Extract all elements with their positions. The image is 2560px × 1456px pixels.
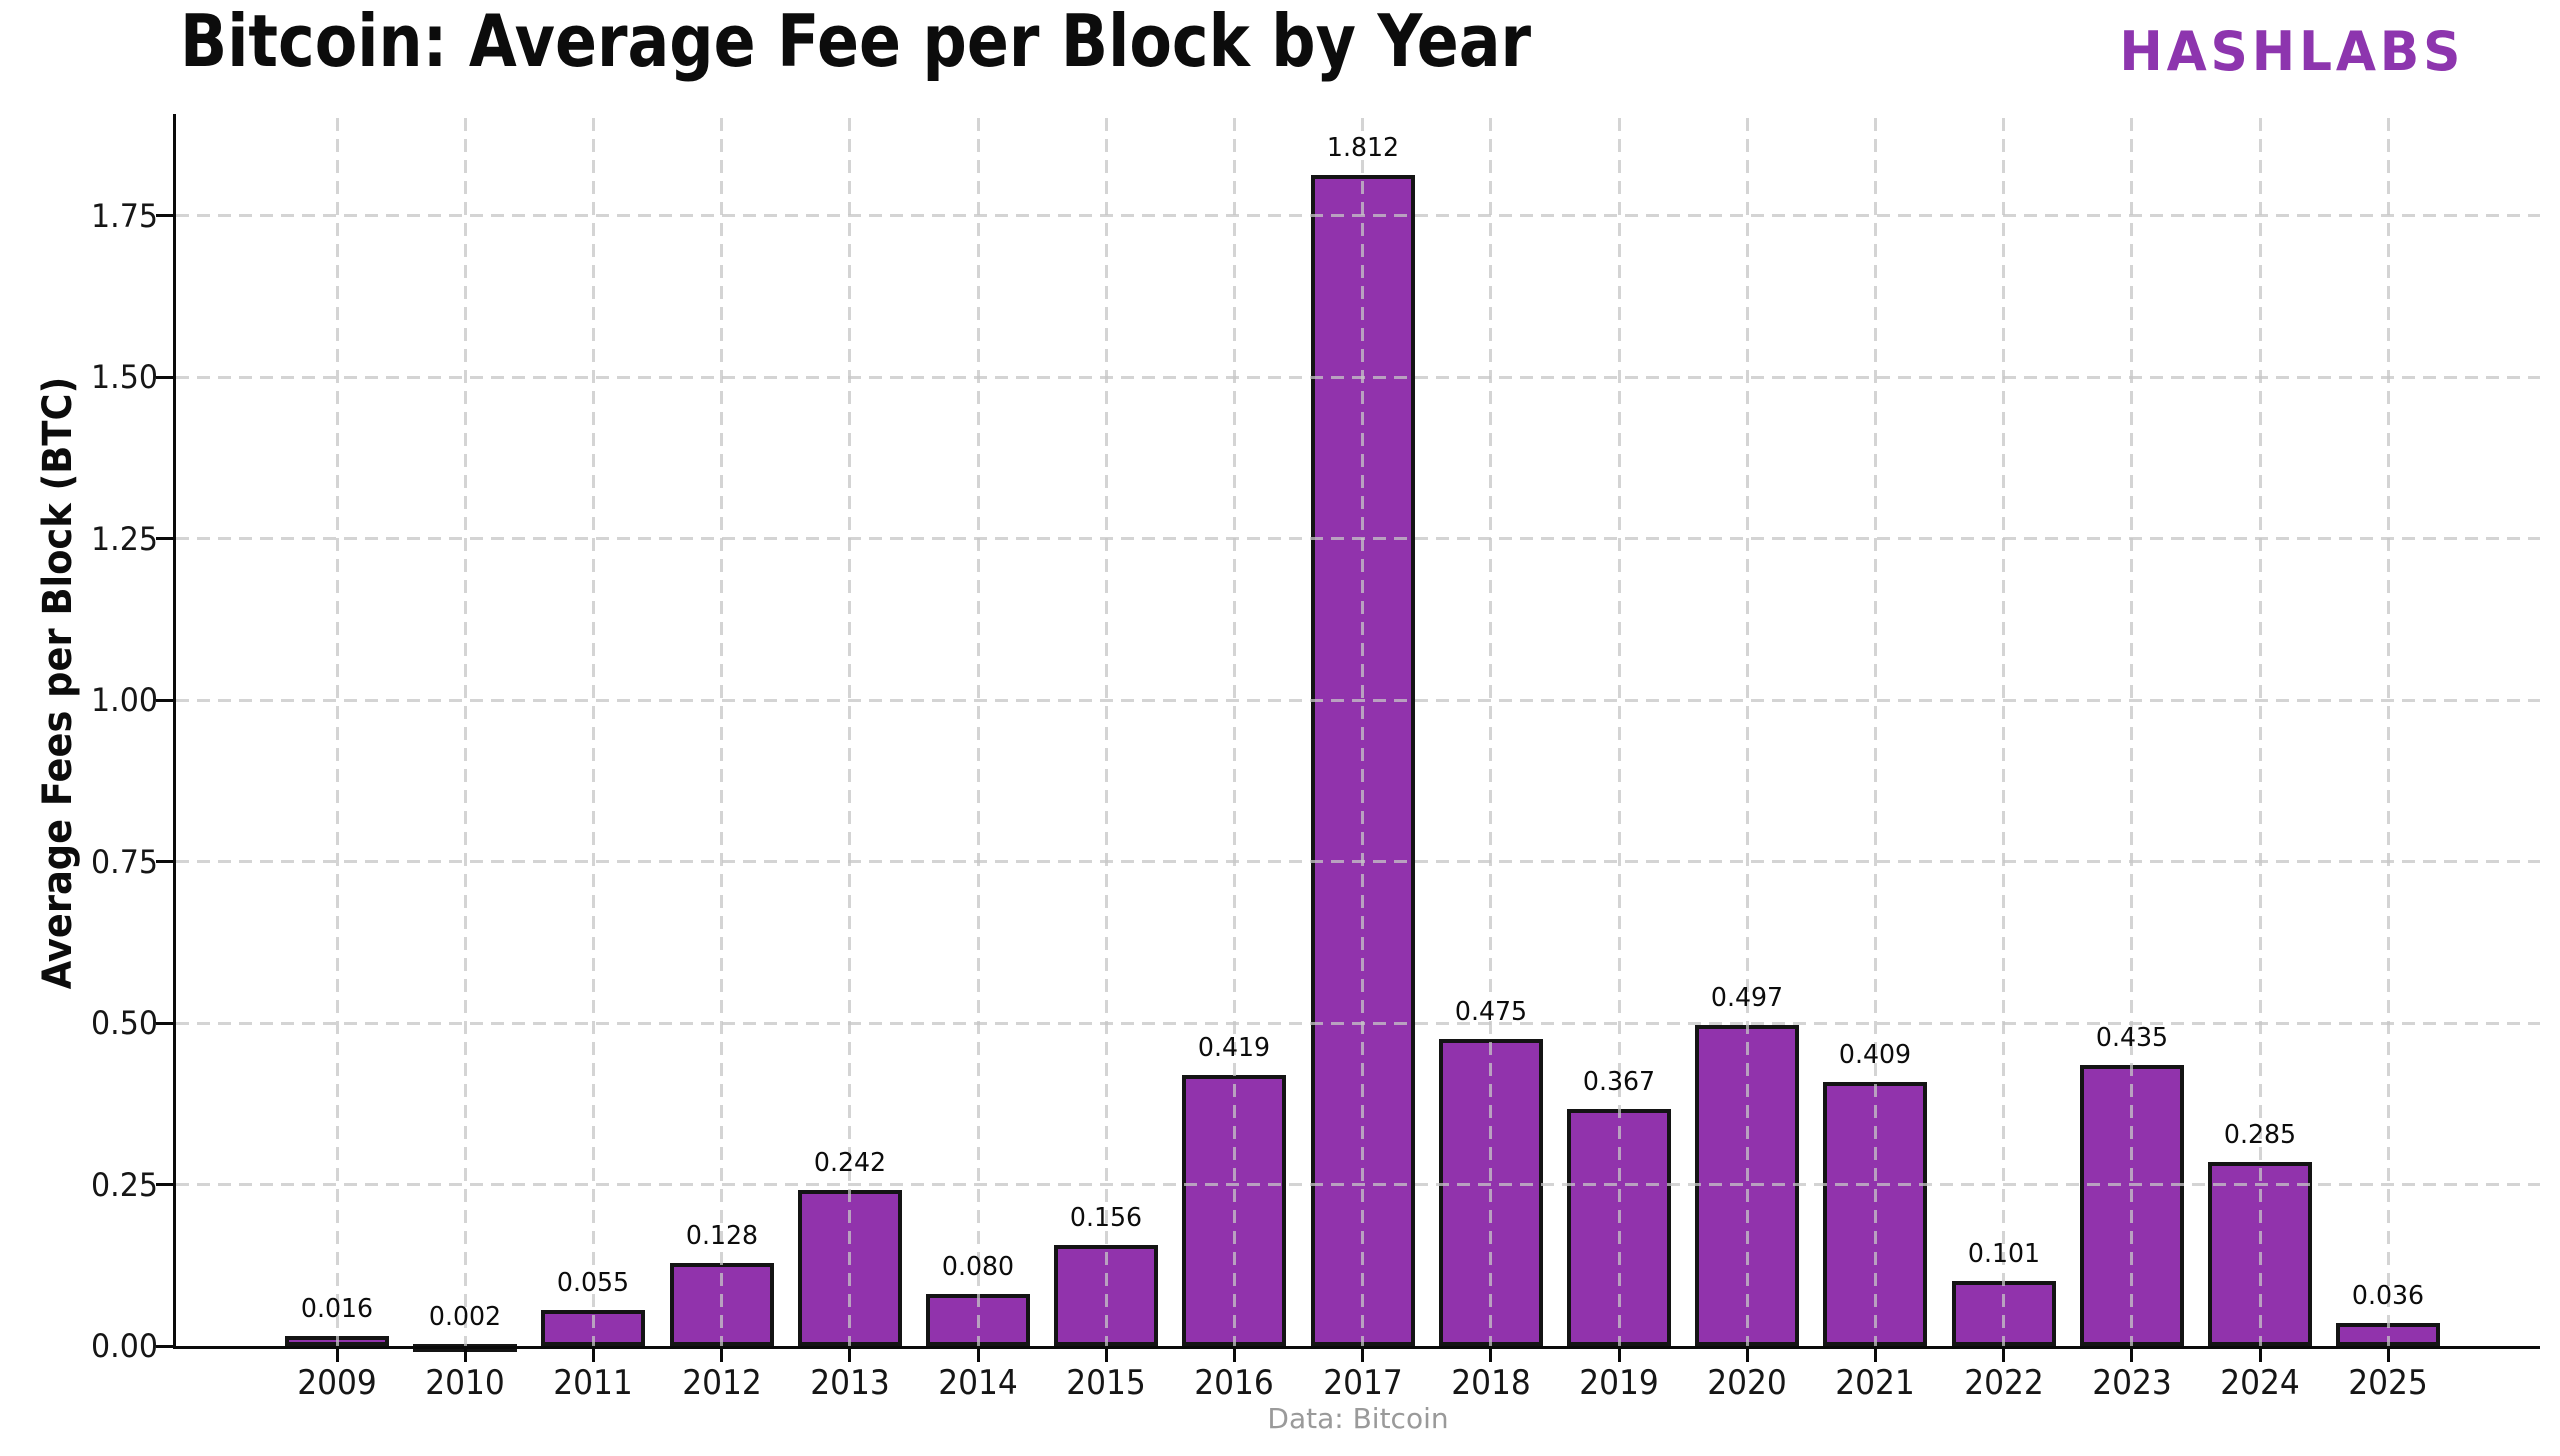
x-tick (463, 1346, 467, 1362)
gridline-v (2386, 118, 2390, 1346)
x-tick (1617, 1346, 1621, 1362)
x-tick (976, 1346, 980, 1362)
x-tick-label: 2011 (553, 1363, 634, 1403)
x-tick (1104, 1346, 1108, 1362)
bar-value-label: 0.285 (2223, 1119, 2297, 1150)
bar-value-label: 0.002 (429, 1302, 502, 1332)
gridline-h (176, 537, 2540, 540)
x-tick (591, 1346, 595, 1362)
x-tick-label: 2025 (2348, 1363, 2428, 1403)
gridline-v (335, 118, 339, 1346)
bar-value-label: 0.409 (1839, 1039, 1912, 1070)
gridline-h (176, 375, 2540, 379)
gridline-v (1232, 118, 1236, 1346)
x-tick-label: 2012 (681, 1363, 762, 1403)
y-tick-label: 1.00 (91, 681, 158, 719)
x-tick-label: 2020 (1707, 1363, 1787, 1403)
x-tick-label: 2023 (2091, 1363, 2172, 1403)
footer-source: Data: Bitcoin (1267, 1402, 1449, 1435)
x-tick-label: 2016 (1194, 1363, 1275, 1403)
y-tick-label: 1.25 (91, 519, 158, 558)
y-tick-label: 0.75 (91, 842, 158, 881)
gridline-h (176, 1021, 2540, 1025)
gridline-h (176, 1183, 2540, 1186)
x-tick (1873, 1346, 1877, 1362)
x-tick-label: 2024 (2220, 1363, 2300, 1403)
y-tick (156, 537, 176, 540)
y-tick (156, 1344, 176, 1348)
x-tick-label: 2013 (809, 1363, 890, 1403)
gridline-h (176, 214, 2540, 217)
x-tick-label: 2014 (938, 1363, 1018, 1403)
gridline-v (1361, 118, 1365, 1346)
x-tick (335, 1346, 339, 1362)
y-tick (156, 698, 176, 702)
bar-value-label: 0.367 (1582, 1066, 1656, 1097)
bar-value-label: 0.036 (2352, 1280, 2425, 1311)
x-tick (2002, 1346, 2006, 1362)
bar-value-label: 0.156 (1070, 1203, 1143, 1234)
x-tick (2386, 1346, 2390, 1362)
x-axis-line (173, 1345, 2540, 1349)
x-tick-label: 2021 (1835, 1363, 1916, 1403)
bar-value-label: 0.016 (300, 1293, 374, 1324)
gridline-v (2258, 118, 2262, 1346)
bar-value-label: 0.497 (1711, 982, 1784, 1013)
y-tick-label: 0.25 (91, 1165, 158, 1204)
x-tick (2130, 1346, 2134, 1362)
bar-value-label: 0.128 (685, 1221, 758, 1252)
x-tick (848, 1346, 852, 1362)
gridline-v (2002, 118, 2006, 1346)
x-tick-label: 2009 (297, 1363, 377, 1403)
gridline-v (1104, 118, 1108, 1346)
y-tick-label: 0.50 (91, 1004, 158, 1042)
x-tick-label: 2015 (1066, 1363, 1146, 1403)
x-tick-label: 2010 (425, 1363, 505, 1403)
y-tick (156, 1021, 176, 1025)
y-tick (156, 860, 176, 863)
x-tick (1232, 1346, 1236, 1362)
gridline-v (720, 118, 724, 1346)
x-tick-label: 2019 (1579, 1363, 1659, 1403)
x-tick (2258, 1346, 2262, 1362)
page-title: Bitcoin: Average Fee per Block by Year (180, 0, 1532, 83)
bar-value-label: 0.101 (1967, 1238, 2040, 1269)
gridline-h (176, 698, 2540, 702)
gridline-v (2130, 118, 2134, 1346)
bar-value-label: 0.475 (1454, 997, 1527, 1028)
bar-value-label: 0.055 (557, 1268, 630, 1299)
gridline-v (1873, 118, 1877, 1346)
gridline-v (976, 118, 980, 1346)
gridline-h (176, 860, 2540, 863)
x-tick (1489, 1346, 1493, 1362)
y-tick (156, 214, 176, 217)
bar-value-label: 0.419 (1198, 1033, 1271, 1064)
gridline-v (1745, 118, 1749, 1346)
x-tick (1361, 1346, 1365, 1362)
x-tick-label: 2022 (1963, 1363, 2044, 1403)
x-tick (1745, 1346, 1749, 1362)
brand-logo: HASHLABS (2119, 20, 2464, 83)
y-tick-label: 0.00 (91, 1327, 158, 1365)
y-tick (156, 1183, 176, 1186)
y-tick (156, 375, 176, 379)
gridline-v (848, 118, 852, 1346)
gridline-v (1617, 118, 1621, 1346)
bar-value-label: 0.080 (941, 1252, 1015, 1283)
y-tick-label: 1.50 (91, 358, 158, 396)
x-tick-label: 2018 (1450, 1363, 1531, 1403)
y-tick-label: 1.75 (91, 196, 158, 235)
gridline-v (1489, 118, 1493, 1346)
x-tick-label: 2017 (1322, 1363, 1403, 1403)
bar-value-label: 0.242 (813, 1147, 886, 1178)
gridline-v (463, 118, 467, 1346)
bar-value-label: 0.435 (2095, 1022, 2168, 1053)
y-axis-line (173, 114, 176, 1349)
x-tick (720, 1346, 724, 1362)
gridline-v (591, 118, 595, 1346)
bar-value-label: 1.812 (1326, 133, 1399, 164)
